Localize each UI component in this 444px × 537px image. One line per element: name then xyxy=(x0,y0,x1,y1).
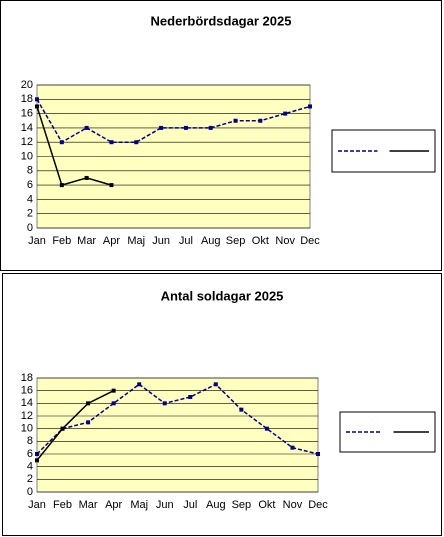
series-line xyxy=(36,389,114,461)
data-point xyxy=(109,183,114,188)
data-point xyxy=(35,97,39,102)
series-line xyxy=(36,98,311,144)
data-point xyxy=(35,104,39,109)
x-tick-label: Aug xyxy=(206,499,226,511)
x-tick-label: Dec xyxy=(308,499,328,511)
y-tick-label: 20 xyxy=(21,79,33,91)
data-point xyxy=(188,395,193,399)
data-point xyxy=(159,125,164,130)
plot-area xyxy=(36,377,319,493)
y-tick-label: 18 xyxy=(21,372,33,384)
y-tick-label: 8 xyxy=(27,165,33,177)
x-tick-label: Apr xyxy=(105,499,122,511)
x-tick-label: Jan xyxy=(28,499,46,511)
x-tick-label: Okt xyxy=(258,499,275,511)
data-point xyxy=(35,452,39,456)
y-tick-label: 0 xyxy=(27,486,33,498)
x-tick-label: Maj xyxy=(130,499,148,511)
y-tick-label: 4 xyxy=(27,193,33,205)
data-point xyxy=(308,104,312,109)
y-tick-label: 10 xyxy=(21,150,33,162)
data-point xyxy=(137,382,142,387)
x-tick-label: Jan xyxy=(28,235,46,247)
data-point xyxy=(86,420,91,425)
y-tick-label: 6 xyxy=(27,179,33,191)
data-point xyxy=(183,125,188,130)
data-point xyxy=(84,125,89,130)
x-tick-label: Jun xyxy=(156,499,174,511)
y-tick-label: 4 xyxy=(27,461,33,473)
data-point xyxy=(84,175,89,180)
x-tick-label: Nov xyxy=(283,499,303,511)
data-point xyxy=(233,118,238,123)
y-tick-label: 10 xyxy=(21,423,33,435)
y-tick-label: 8 xyxy=(27,435,33,447)
data-point xyxy=(290,445,295,450)
data-point xyxy=(35,458,39,463)
chart-title: Antal soldagar 2025 xyxy=(161,288,284,303)
data-point xyxy=(60,426,65,431)
x-tick-label: Okt xyxy=(252,235,269,247)
y-tick-label: 14 xyxy=(21,397,33,409)
x-tick-label: Maj xyxy=(127,235,145,247)
x-tick-label: Aug xyxy=(201,235,221,247)
data-point xyxy=(59,140,64,145)
y-tick-label: 12 xyxy=(21,410,33,422)
x-tick-label: Mar xyxy=(77,235,96,247)
data-point xyxy=(111,388,116,393)
x-tick-label: Jun xyxy=(152,235,170,247)
data-point xyxy=(109,140,114,145)
data-point xyxy=(264,426,269,431)
data-point xyxy=(59,183,64,188)
data-point xyxy=(111,401,116,406)
x-tick-label: Feb xyxy=(52,235,71,247)
x-tick-label: Apr xyxy=(103,235,120,247)
y-tick-label: 14 xyxy=(21,122,33,134)
x-tick-label: Nov xyxy=(275,235,295,247)
y-tick-label: 6 xyxy=(27,448,33,460)
series-line xyxy=(36,106,112,187)
x-tick-label: Sep xyxy=(226,235,246,247)
x-tick-label: Jul xyxy=(183,499,197,511)
y-tick-label: 0 xyxy=(27,222,33,234)
x-tick-label: Dec xyxy=(300,235,320,247)
y-tick-label: 2 xyxy=(27,208,33,220)
data-point xyxy=(316,452,320,456)
data-point xyxy=(258,118,263,123)
y-tick-label: 16 xyxy=(21,108,33,120)
data-point xyxy=(86,401,91,406)
y-tick-label: 16 xyxy=(21,385,33,397)
chart-title: Nederbördsdagar 2025 xyxy=(151,13,292,28)
data-point xyxy=(162,401,167,406)
data-point xyxy=(239,407,244,412)
x-tick-label: Sep xyxy=(232,499,252,511)
series-line xyxy=(36,383,319,455)
data-point xyxy=(283,111,288,116)
data-point xyxy=(213,382,218,387)
y-tick-label: 2 xyxy=(27,473,33,485)
y-tick-label: 18 xyxy=(21,93,33,105)
x-tick-label: Jul xyxy=(179,235,193,247)
x-tick-label: Mar xyxy=(79,499,98,511)
x-tick-label: Feb xyxy=(53,499,72,511)
data-point xyxy=(134,140,139,145)
y-tick-label: 12 xyxy=(21,136,33,148)
data-point xyxy=(208,125,213,130)
